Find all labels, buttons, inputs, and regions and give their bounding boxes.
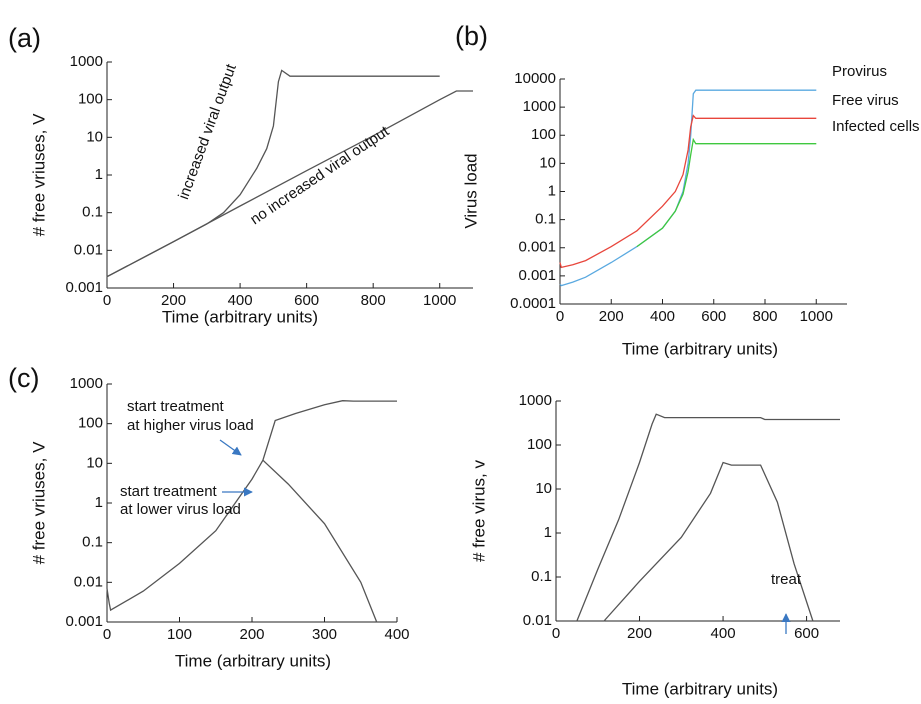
x-tick-label: 400 <box>650 308 675 325</box>
x-tick-label: 600 <box>701 308 726 325</box>
x-tick-label: 100 <box>167 626 192 643</box>
x-tick-label: 0 <box>556 308 564 325</box>
x-tick-label: 400 <box>711 625 736 642</box>
y-tick-label: 0.01 <box>523 612 552 629</box>
y-tick-label: 100 <box>78 415 103 432</box>
x-tick-label: 400 <box>384 626 409 643</box>
y-axis-label: # free vriuses, V <box>29 113 48 236</box>
series-line <box>106 69 440 278</box>
series-line <box>576 413 840 622</box>
y-tick-label: 1 <box>544 524 552 541</box>
series-line <box>262 459 378 623</box>
y-tick-label: 10 <box>535 480 552 497</box>
x-tick-label: 1000 <box>800 308 833 325</box>
x-tick-label: 1000 <box>423 292 456 309</box>
y-tick-label: 1 <box>95 494 103 511</box>
x-axis-label: Time (arbitrary units) <box>162 307 318 326</box>
y-axis-label: # free vriuses, V <box>29 441 48 564</box>
x-tick-label: 200 <box>627 625 652 642</box>
y-tick-label: 10 <box>86 454 103 471</box>
y-tick-label: 0.1 <box>82 204 103 221</box>
x-tick-label: 0 <box>103 292 111 309</box>
x-tick-label: 600 <box>294 292 319 309</box>
x-axis-label: Time (arbitrary units) <box>175 651 331 670</box>
y-tick-label: 1 <box>548 182 556 199</box>
y-tick-label: 1000 <box>70 375 103 392</box>
x-tick-label: 600 <box>794 625 819 642</box>
series-line <box>559 114 817 269</box>
arrow <box>219 439 242 456</box>
y-axis-label: Virus load <box>461 153 480 228</box>
y-tick-label: 100 <box>527 436 552 453</box>
series-line <box>106 90 473 278</box>
y-tick-label: 10 <box>86 128 103 145</box>
series-label: increased viral output <box>175 61 240 202</box>
x-axis-label: Time (arbitrary units) <box>622 339 778 358</box>
y-tick-label: 0.001 <box>65 613 103 630</box>
x-tick-label: 200 <box>239 626 264 643</box>
annotation: start treatment <box>120 483 218 500</box>
annotation: at lower virus load <box>120 501 241 518</box>
x-tick-label: 200 <box>599 308 624 325</box>
y-tick-label: 0.1 <box>535 211 556 228</box>
x-tick-label: 800 <box>361 292 386 309</box>
y-tick-label: 0.0001 <box>510 295 556 312</box>
x-tick-label: 800 <box>752 308 777 325</box>
annotation: treat <box>771 571 802 588</box>
annotation: at higher virus load <box>127 417 254 434</box>
y-tick-label: 1000 <box>523 98 556 115</box>
y-tick-label: 1000 <box>70 53 103 70</box>
series-line <box>106 400 397 612</box>
y-tick-label: 10 <box>539 154 556 171</box>
x-tick-label: 300 <box>312 626 337 643</box>
y-tick-label: 0.1 <box>531 568 552 585</box>
series-label: Provirus <box>832 63 887 80</box>
y-tick-label: 0.01 <box>74 241 103 258</box>
y-tick-label: 0.1 <box>82 534 103 551</box>
panel-label: (b) <box>455 21 488 51</box>
series-line <box>559 89 817 287</box>
x-tick-label: 0 <box>552 625 560 642</box>
series-line <box>603 461 814 622</box>
panel-label: (a) <box>8 23 41 53</box>
y-tick-label: 0.001 <box>518 267 556 284</box>
panel-label: (c) <box>8 363 39 393</box>
y-tick-label: 10000 <box>514 70 556 87</box>
y-tick-label: 0.001 <box>518 239 556 256</box>
x-tick-label: 0 <box>103 626 111 643</box>
series-label: no increased viral output <box>247 122 393 228</box>
series-label: Free virus <box>832 92 899 109</box>
y-tick-label: 100 <box>78 91 103 108</box>
series-line <box>636 137 817 248</box>
y-tick-label: 0.01 <box>74 573 103 590</box>
y-tick-label: 1 <box>95 166 103 183</box>
y-tick-label: 100 <box>531 126 556 143</box>
x-tick-label: 400 <box>228 292 253 309</box>
y-tick-label: 1000 <box>519 392 552 409</box>
x-axis-label: Time (arbitrary units) <box>622 679 778 698</box>
y-axis-label: # free virus, v <box>469 459 488 562</box>
series-label: Infected cells <box>832 118 920 135</box>
annotation: start treatment <box>127 398 225 415</box>
y-tick-label: 0.001 <box>65 279 103 296</box>
x-tick-label: 200 <box>161 292 186 309</box>
